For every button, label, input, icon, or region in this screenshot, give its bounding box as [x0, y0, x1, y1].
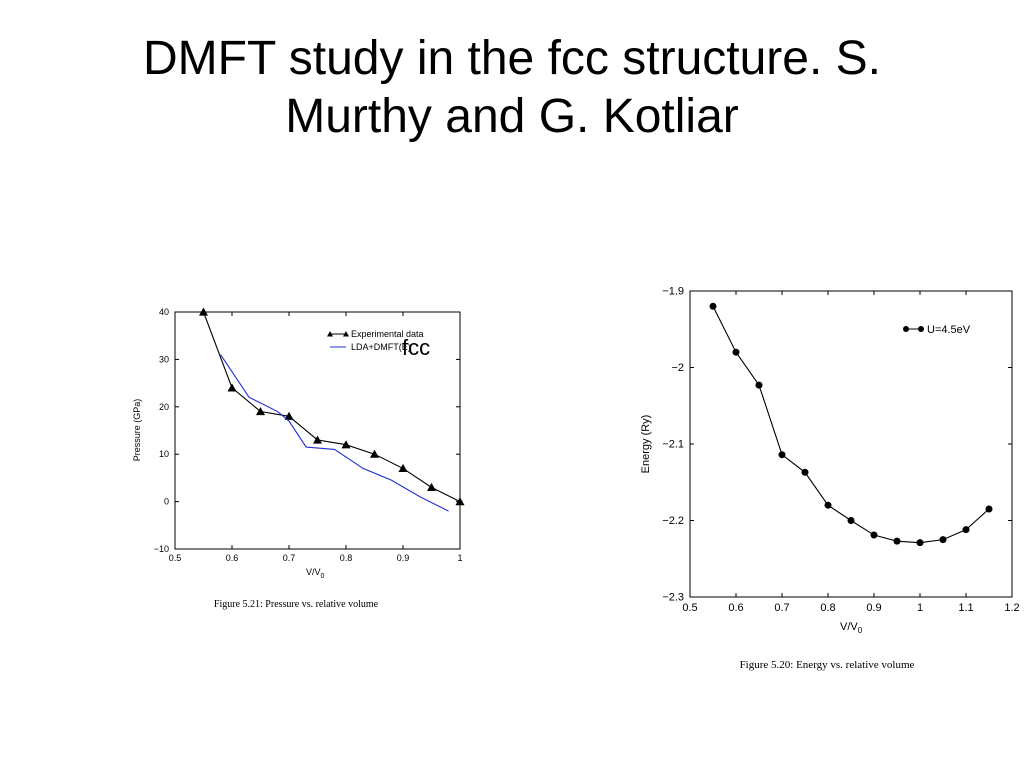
energy-data-point [824, 501, 832, 509]
energy-chart: 0.5 0.6 0.7 0.8 0.9 1 1.1 1.2 −2.3 −2.2 −2.1 −2 −1.9… [640, 286, 1020, 671]
legend-experimental-label: Experimental data [351, 329, 424, 339]
energy-x-axis-label-main: V/V [840, 621, 858, 633]
slide-title: DMFT study in the fcc structure. S. Murt… [0, 30, 1024, 146]
energy-x-tick-label: 1.1 [958, 602, 973, 614]
energy-y-tick-label: −2.1 [662, 439, 684, 451]
energy-y-tick-label: −2.3 [662, 592, 684, 604]
energy-series [709, 302, 993, 547]
energy-data-point [893, 537, 901, 545]
energy-y-tick-label: −1.9 [662, 286, 684, 298]
energy-axes: 0.5 0.6 0.7 0.8 0.9 1 1.1 1.2 −2.3 −2.2 −2.1 −2 −1.9 [662, 286, 1019, 614]
legend-u-label: U=4.5eV [927, 324, 971, 336]
pressure-y-tick-label: 30 [159, 354, 169, 364]
legend-u-marker-left [903, 326, 909, 332]
pressure-figure-caption: Figure 5.21: Pressure vs. relative volum… [214, 599, 379, 610]
pressure-x-axis-label-sub: 0 [321, 573, 325, 580]
pressure-legend: Experimental data LDA+DMFT(E) [327, 329, 424, 352]
pressure-axes: 0.5 0.6 0.7 0.8 0.9 1 −10 0 10 20 30 40 [154, 307, 463, 563]
energy-y-tick-label: −2 [671, 362, 684, 374]
energy-series-line-0 [712, 306, 990, 544]
energy-x-tick-label: 0.6 [728, 602, 743, 614]
energy-y-tick-label: −2.2 [662, 515, 684, 527]
pressure-x-tick-label: 0.5 [169, 553, 182, 563]
pressure-x-tick-label: 0.8 [340, 553, 353, 563]
pressure-x-tick-label: 1 [457, 553, 462, 563]
pressure-x-axis-label: V/V0 [306, 567, 325, 580]
pressure-chart: 0.5 0.6 0.7 0.8 0.9 1 −10 0 10 20 30 40 Pressure (G… [132, 307, 465, 610]
energy-data-point [962, 526, 970, 534]
pressure-data-point [455, 497, 465, 506]
energy-figure-caption: Figure 5.20: Energy vs. relative volume [740, 659, 915, 671]
pressure-series-line-0 [202, 311, 461, 503]
pressure-data-point [199, 307, 208, 316]
energy-data-point [801, 468, 809, 476]
pressure-data-point [256, 407, 265, 416]
energy-data-point [847, 517, 855, 524]
pressure-series-line-1 [220, 354, 449, 512]
energy-x-tick-label: 0.9 [866, 602, 881, 614]
pressure-y-tick-label: 20 [159, 402, 169, 412]
pressure-y-tick-label: 40 [159, 307, 169, 317]
energy-data-point [916, 539, 924, 547]
energy-x-axis-label-sub: 0 [858, 626, 863, 635]
energy-x-tick-label: 0.7 [774, 602, 789, 614]
legend-experimental-marker-left [327, 331, 333, 337]
pressure-data-point [341, 440, 351, 449]
legend-lda-label: LDA+DMFT(E) [351, 342, 411, 352]
pressure-y-axis-label: Pressure (GPa) [132, 399, 142, 462]
energy-plot-frame [689, 290, 1013, 598]
energy-x-tick-label: 0.5 [682, 602, 697, 614]
fcc-overlay-label: fcc [402, 335, 430, 360]
energy-x-tick-label: 1 [917, 602, 923, 614]
energy-data-point [870, 531, 878, 539]
slide-title-line-1: DMFT study in the fcc structure. S. [143, 32, 881, 85]
energy-data-point [939, 536, 947, 544]
energy-data-point [709, 302, 717, 310]
pressure-series [199, 307, 465, 512]
energy-data-point [755, 381, 763, 389]
pressure-plot-frame [174, 311, 461, 550]
energy-data-point [985, 505, 993, 513]
energy-y-axis-label: Energy (Ry) [640, 415, 652, 474]
energy-x-axis-label: V/V0 [840, 621, 863, 635]
energy-x-tick-label: 0.8 [820, 602, 835, 614]
legend-u-marker-right [918, 326, 924, 332]
pressure-data-point [284, 411, 294, 420]
pressure-data-point [370, 449, 379, 458]
energy-data-point [732, 348, 740, 356]
pressure-data-point [398, 463, 408, 473]
legend-experimental-marker-right [343, 331, 349, 337]
energy-legend: U=4.5eV [903, 324, 971, 336]
energy-x-tick-label: 1.2 [1004, 602, 1019, 614]
pressure-data-point [427, 482, 436, 491]
pressure-data-point [227, 383, 237, 392]
pressure-y-tick-label: −10 [154, 544, 169, 554]
pressure-y-tick-label: 0 [164, 497, 169, 507]
pressure-y-tick-label: 10 [159, 449, 169, 459]
pressure-x-tick-label: 0.9 [397, 553, 410, 563]
pressure-x-axis-label-main: V/V [306, 567, 321, 577]
pressure-data-point [313, 435, 322, 444]
pressure-x-tick-label: 0.7 [283, 553, 296, 563]
pressure-x-tick-label: 0.6 [226, 553, 239, 563]
energy-data-point [778, 451, 786, 459]
slide-title-line-2: Murthy and G. Kotliar [285, 90, 739, 143]
